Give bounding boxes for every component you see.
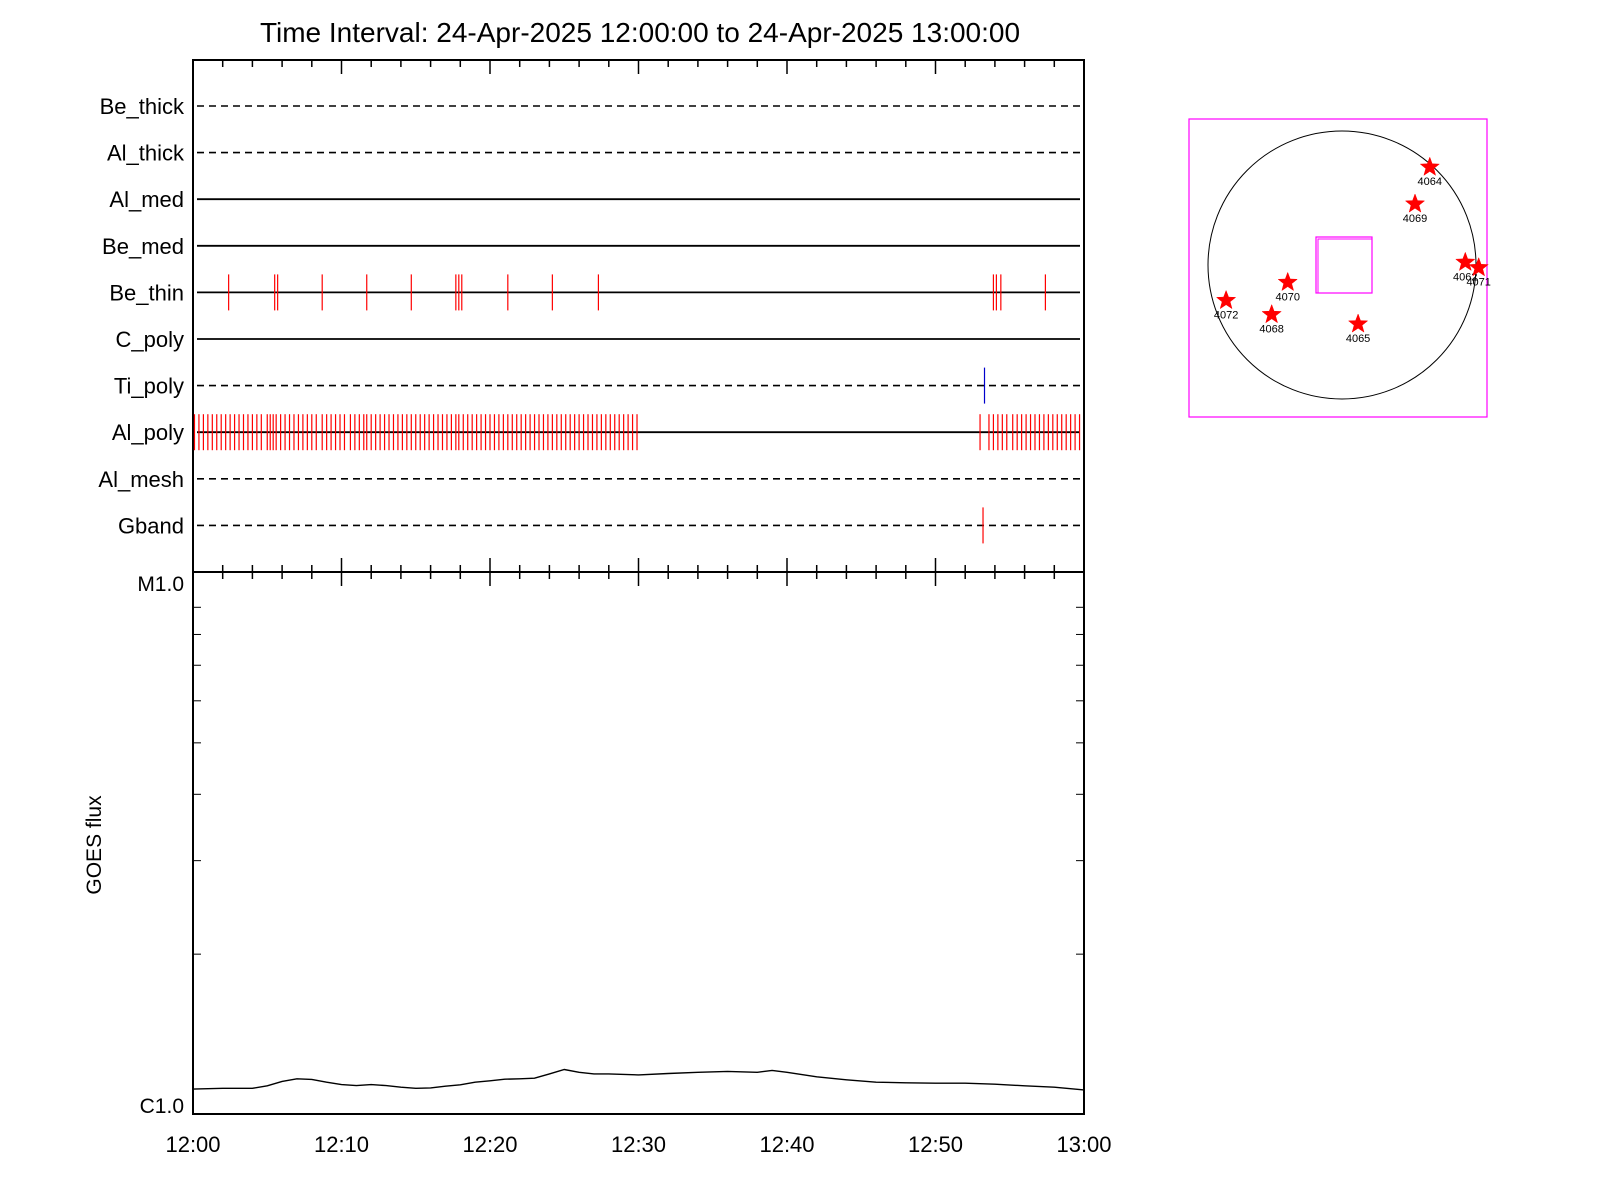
- channel-label-al_mesh: Al_mesh: [98, 467, 184, 492]
- field-of-view-box: [1315, 236, 1373, 294]
- x-tick-label: 12:40: [759, 1132, 814, 1157]
- goes-frame: [192, 571, 1085, 1115]
- solar-disk: [1207, 130, 1477, 400]
- x-tick-labels: 12:00 12:10 12:20 12:30 12:40 12:50 13:00: [165, 1132, 1111, 1157]
- active-region-star: [1419, 156, 1440, 176]
- goes-flux-panel: 12:00 12:10 12:20 12:30 12:40 12:50 13:00 M1.0…: [83, 571, 1112, 1157]
- active-region-label: 4064: [1418, 176, 1442, 188]
- channel-label-be_thick: Be_thick: [100, 94, 185, 119]
- timeline-ticks: [192, 60, 1085, 572]
- channel-label-ti_poly: Ti_poly: [114, 374, 184, 399]
- channel-timeline-panel: Be_thick Al_thick Al_med Be_med Be_thin C_pol…: [98, 59, 1085, 573]
- active-region-label: 4062: [1453, 271, 1477, 283]
- channel-label-al_thick: Al_thick: [107, 141, 185, 166]
- active-region-star: [1215, 289, 1237, 310]
- x-tick-label: 12:10: [314, 1132, 369, 1157]
- channel-label-gband: Gband: [118, 513, 184, 538]
- x-tick-label: 12:00: [165, 1132, 220, 1157]
- channel-label-al_med: Al_med: [109, 187, 184, 212]
- active-region-star: [1347, 313, 1369, 333]
- active-region-star: [1455, 251, 1476, 271]
- active-region-star: [1468, 256, 1489, 277]
- channel-label-be_med: Be_med: [102, 234, 184, 259]
- y-axis-label: GOES flux: [83, 795, 106, 895]
- x-tick-label: 12:30: [611, 1132, 666, 1157]
- goes-ticks: [192, 572, 1085, 955]
- chart-title: Time Interval: 24-Apr-2025 12:00:00 to 2…: [260, 17, 1020, 48]
- y-max-label: M1.0: [137, 573, 184, 596]
- x-tick-label: 12:20: [462, 1132, 517, 1157]
- solar-map-frame: [1188, 118, 1488, 418]
- x-tick-label: 12:50: [908, 1132, 963, 1157]
- solar-disk-panel: 4064 4069 4062 4070 4072 4068 4065 4071: [1188, 118, 1491, 418]
- y-min-label: C1.0: [140, 1095, 184, 1118]
- active-region-label: 4070: [1275, 291, 1299, 303]
- active-region-markers: 4064 4069 4062 4070 4072 4068 4065 4071: [1214, 156, 1491, 345]
- channel-label-al_poly: Al_poly: [112, 420, 184, 445]
- active-region-star: [1404, 193, 1426, 213]
- field-of-view-box-inner: [1317, 238, 1373, 294]
- active-region-label: 4069: [1403, 213, 1427, 225]
- active-region-star: [1261, 303, 1282, 324]
- timeline-frame: [192, 59, 1085, 573]
- channel-label-be_thin: Be_thin: [109, 280, 184, 305]
- active-region-label: 4065: [1346, 333, 1370, 345]
- channel-lines: [197, 105, 1080, 527]
- active-region-star: [1277, 271, 1298, 292]
- active-region-label: 4071: [1466, 277, 1490, 289]
- x-tick-label: 13:00: [1056, 1132, 1111, 1157]
- event-marks: [193, 274, 1081, 544]
- active-region-label: 4072: [1214, 310, 1238, 322]
- active-region-label: 4068: [1259, 324, 1283, 336]
- channel-label-c_poly: C_poly: [116, 327, 184, 352]
- channel-labels: Be_thick Al_thick Al_med Be_med Be_thin C_pol…: [98, 94, 185, 538]
- goes-flux-line: [192, 1068, 1085, 1091]
